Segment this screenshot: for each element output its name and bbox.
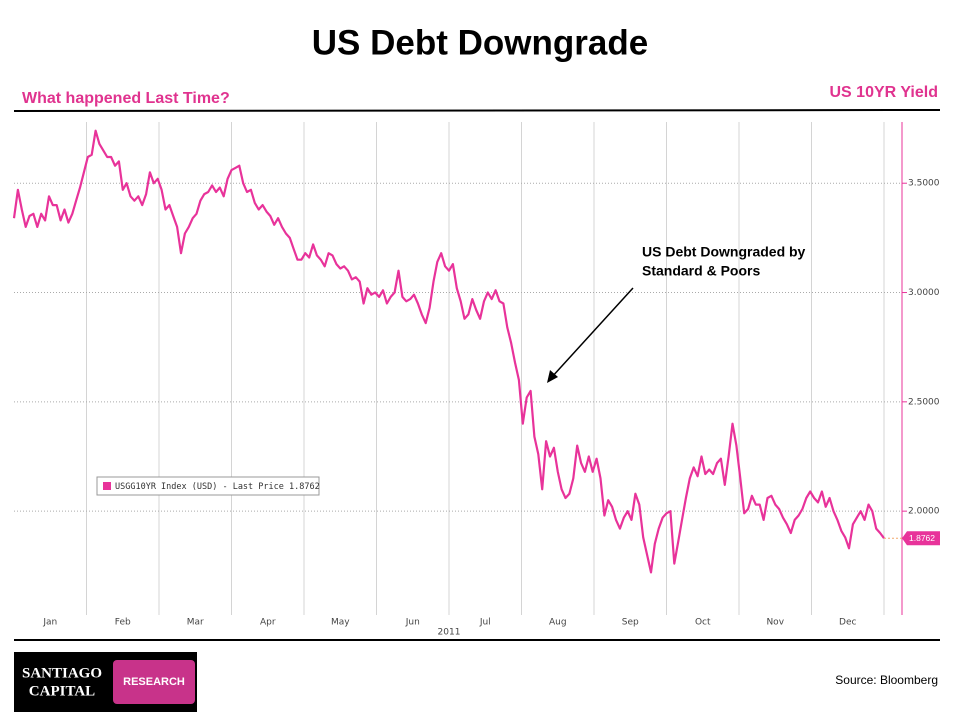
logo-badge-text: RESEARCH xyxy=(123,676,185,688)
x-tick-label: Oct xyxy=(695,618,711,628)
legend-label: USGG10YR Index (USD) - Last Price 1.8762 xyxy=(115,482,320,492)
x-tick-label: Aug xyxy=(549,618,567,628)
legend-swatch xyxy=(103,482,111,490)
y-tick-label: 3.5000 xyxy=(908,179,940,189)
subtitle-left: What happened Last Time? xyxy=(22,90,230,107)
annotation-arrow xyxy=(550,287,634,379)
line-series xyxy=(12,129,885,574)
annotation: US Debt Downgraded by xyxy=(642,244,806,260)
slide-title: US Debt Downgrade xyxy=(312,23,648,62)
last-price-label: 1.8762 xyxy=(909,533,935,543)
subtitle-right: US 10YR Yield xyxy=(830,84,939,101)
x-tick-label: Apr xyxy=(260,618,276,628)
logo-line1: SANTIAGO xyxy=(22,665,102,681)
legend-box xyxy=(96,476,320,496)
annotation: Standard & Poors xyxy=(642,263,760,279)
x-tick-label: Jul xyxy=(479,618,491,628)
y-tick-label: 2.5000 xyxy=(908,397,940,407)
header-rule xyxy=(13,109,941,112)
y-tick-label: 3.0000 xyxy=(908,288,940,298)
y-tick-label: 2.0000 xyxy=(908,507,940,517)
x-axis-label: 2011 xyxy=(438,628,461,638)
x-tick-label: Sep xyxy=(622,618,639,628)
last-price-tag xyxy=(902,531,940,546)
logo-line2: CAPITAL xyxy=(29,683,95,699)
logo-badge xyxy=(113,660,195,704)
x-tick-label: Jun xyxy=(405,618,420,628)
x-tick-label: Feb xyxy=(115,618,131,628)
x-tick-label: Nov xyxy=(766,618,784,628)
x-tick-label: Jan xyxy=(42,618,57,628)
x-tick-label: May xyxy=(331,618,350,628)
x-tick-label: Dec xyxy=(839,618,856,628)
x-tick-label: Mar xyxy=(187,618,204,628)
plot: Jan Feb Mar Apr May Jun Jul Aug Sep Oct Nov Dec 2011… xyxy=(12,122,940,638)
source: Source: Bloomberg xyxy=(835,673,938,687)
annotation-arrowhead xyxy=(547,370,558,383)
